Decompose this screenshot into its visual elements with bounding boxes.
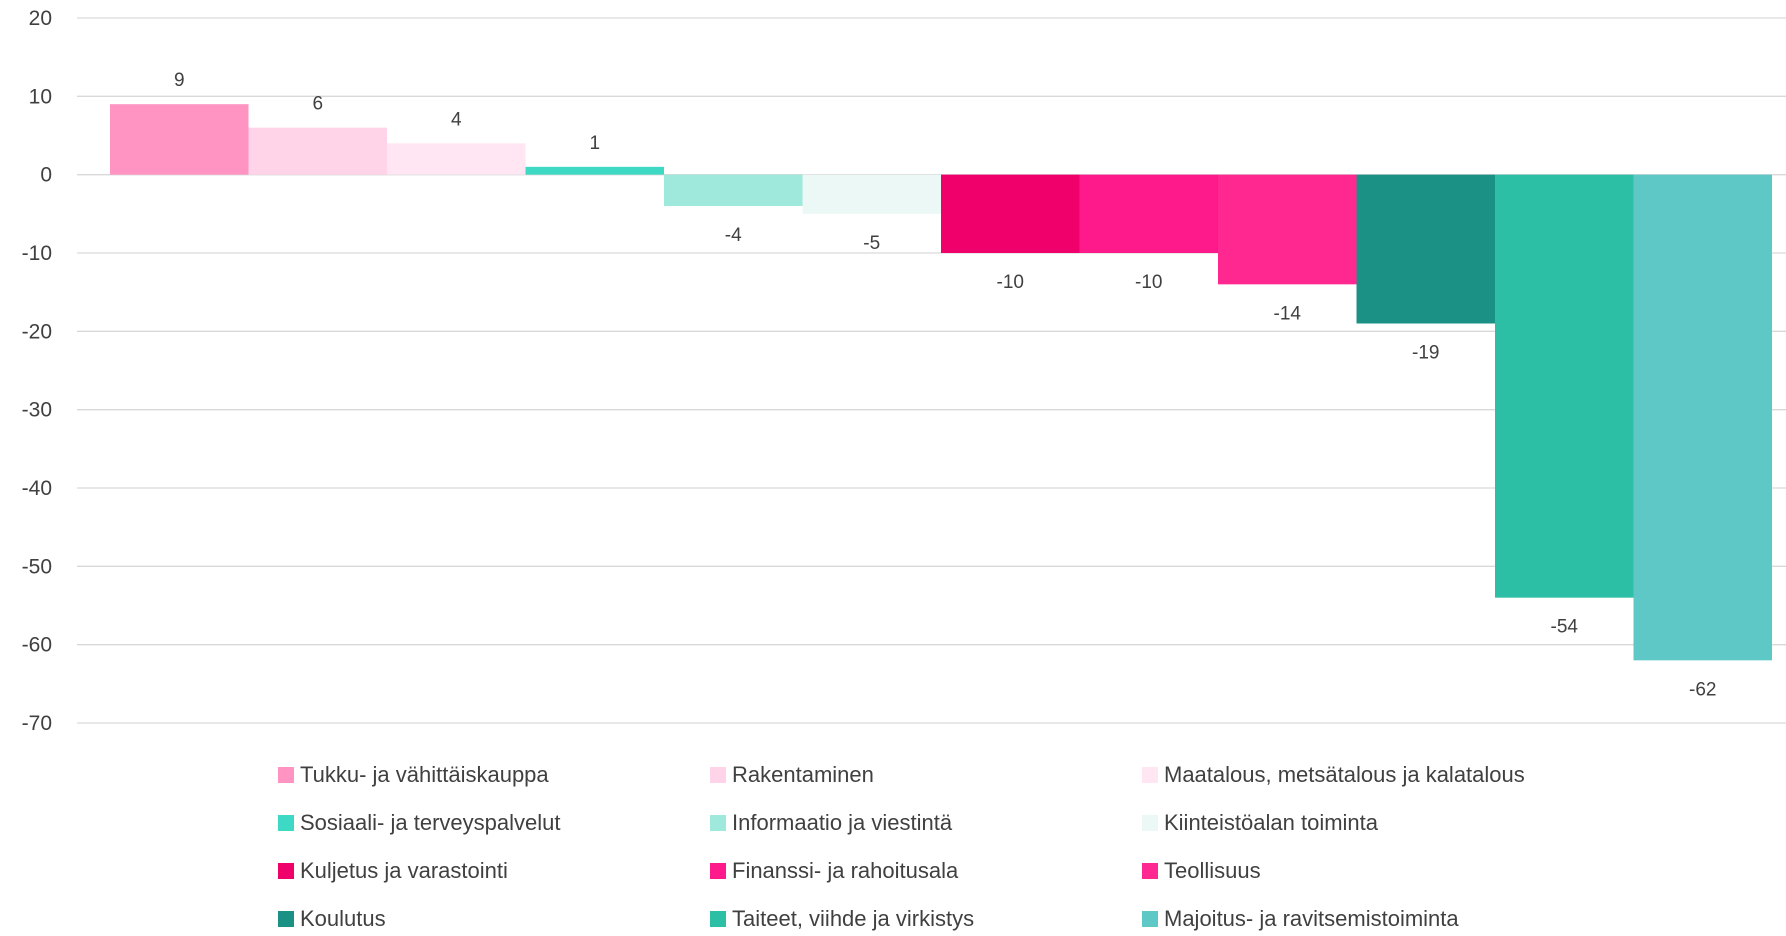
bar	[387, 143, 526, 175]
legend-item: Teollisuus	[1142, 854, 1528, 888]
y-tick-label: -50	[22, 555, 52, 578]
gridlines	[77, 17, 1786, 724]
y-tick-label: 20	[29, 7, 52, 30]
bar	[802, 174, 941, 214]
legend-swatch	[278, 815, 294, 831]
legend-label: Kuljetus ja varastointi	[300, 858, 508, 883]
legend-swatch	[710, 767, 726, 783]
legend-label: Maatalous, metsätalous ja kalatalous	[1164, 762, 1525, 787]
bars	[110, 104, 1772, 661]
data-label: 9	[174, 70, 185, 91]
legend-label: Majoitus- ja ravitsemistoiminta	[1164, 906, 1459, 931]
data-label: -5	[863, 233, 880, 254]
y-tick-label: -70	[22, 712, 52, 735]
legend-swatch	[1142, 815, 1158, 831]
legend-label: Informaatio ja viestintä	[732, 810, 953, 835]
bar	[1495, 174, 1634, 598]
data-label: 6	[312, 94, 323, 115]
data-label: -54	[1551, 617, 1579, 638]
legend-swatch	[278, 767, 294, 783]
legend-item: Informaatio ja viestintä	[710, 806, 1142, 840]
data-label: -14	[1274, 303, 1302, 324]
data-label: -10	[997, 272, 1024, 293]
legend-item: Maatalous, metsätalous ja kalatalous	[1142, 758, 1528, 792]
legend-label: Rakentaminen	[732, 762, 874, 787]
legend: Tukku- ja vähittäiskauppa Rakentaminen Maa…	[278, 758, 1528, 936]
y-tick-label: -30	[22, 399, 52, 422]
bar	[1218, 174, 1357, 285]
bar	[664, 174, 803, 206]
data-label: -10	[1135, 272, 1162, 293]
data-label: -19	[1412, 343, 1439, 364]
data-label: -62	[1689, 679, 1716, 700]
legend-swatch	[1142, 767, 1158, 783]
bar	[248, 127, 387, 175]
chart-plot: 20 10 0 -10 -20 -30 -40 -50 -60 -70 9 6 4 1 -4 -5 -10 -1…	[22, 7, 1786, 735]
data-labels: 9 6 4 1 -4 -5 -10 -10 -14 -19 -54 -62	[174, 70, 1717, 700]
y-tick-label: 0	[40, 164, 52, 187]
legend-item: Sosiaali- ja terveyspalvelut	[278, 806, 710, 840]
legend-swatch	[710, 863, 726, 879]
y-tick-label: -60	[22, 634, 52, 657]
legend-swatch	[1142, 911, 1158, 927]
legend-item: Majoitus- ja ravitsemistoiminta	[1142, 902, 1528, 936]
bar	[525, 166, 664, 175]
legend-swatch	[278, 911, 294, 927]
legend-item: Kiinteistöalan toiminta	[1142, 806, 1528, 840]
legend-label: Finanssi- ja rahoitusala	[732, 858, 959, 883]
y-tick-label: -20	[22, 320, 52, 343]
legend-label: Tukku- ja vähittäiskauppa	[300, 762, 549, 787]
legend-swatch	[1142, 863, 1158, 879]
data-label: -4	[725, 225, 742, 246]
y-tick-label: -40	[22, 477, 52, 500]
legend-item: Tukku- ja vähittäiskauppa	[278, 758, 710, 792]
legend-label: Koulutus	[300, 906, 386, 931]
data-label: 1	[589, 133, 600, 154]
y-axis-ticks: 20 10 0 -10 -20 -30 -40 -50 -60 -70	[22, 7, 52, 735]
legend-item: Finanssi- ja rahoitusala	[710, 854, 1142, 888]
legend-item: Taiteet, viihde ja virkistys	[710, 902, 1142, 936]
legend-item: Kuljetus ja varastointi	[278, 854, 710, 888]
bar	[1633, 174, 1772, 661]
legend-item: Rakentaminen	[710, 758, 1142, 792]
y-tick-label: 10	[29, 85, 52, 108]
legend-swatch	[710, 911, 726, 927]
bar	[1079, 174, 1218, 253]
legend-swatch	[710, 815, 726, 831]
legend-label: Sosiaali- ja terveyspalvelut	[300, 810, 561, 835]
y-tick-label: -10	[22, 242, 52, 265]
legend-label: Kiinteistöalan toiminta	[1164, 810, 1379, 835]
bar	[1356, 174, 1495, 324]
bar	[941, 174, 1080, 253]
legend-label: Teollisuus	[1164, 858, 1261, 883]
bar	[110, 104, 249, 175]
legend-swatch	[278, 863, 294, 879]
legend-item: Koulutus	[278, 902, 710, 936]
data-label: 4	[451, 109, 462, 130]
legend-label: Taiteet, viihde ja virkistys	[732, 906, 975, 931]
